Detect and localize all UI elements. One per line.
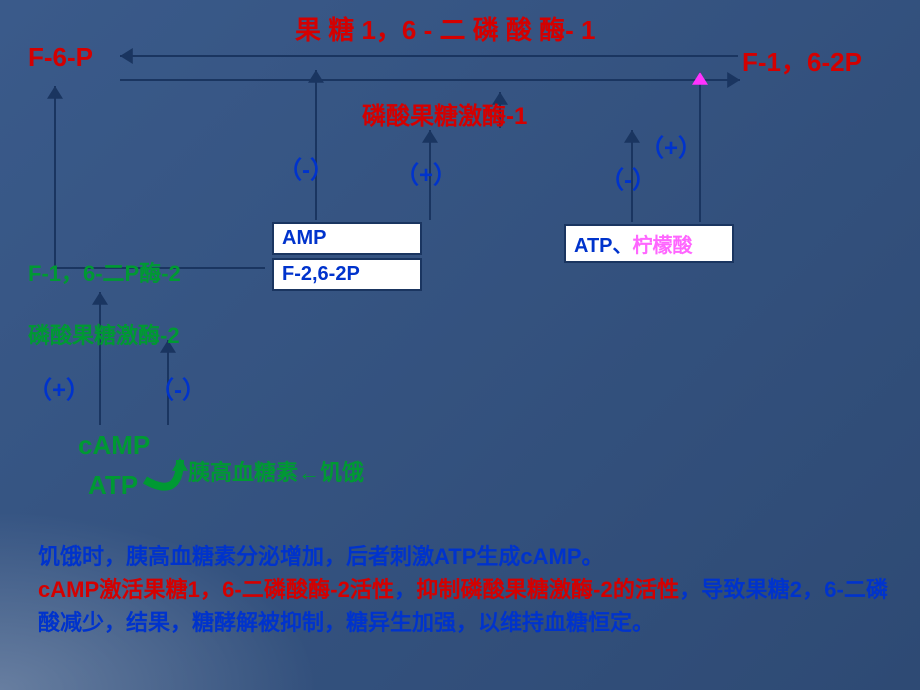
node-pfk2: 磷酸果糖激酶-2 xyxy=(28,318,180,350)
box-atpbox: ATP、柠檬酸 xyxy=(564,224,734,263)
node-f6p: F-6-P xyxy=(28,42,93,73)
node-f162p: F-1，6-2P xyxy=(742,42,862,79)
node-f16p2enz: F-1，6-二P酶-2 xyxy=(28,256,181,288)
arrow-2 xyxy=(55,86,265,268)
box-f262p: F-2,6-2P xyxy=(272,258,422,291)
sign-plus2: （+） xyxy=(640,128,702,163)
node-glucagon: 胰高血糖素←饥饿 xyxy=(188,455,364,487)
sign-plus1: （+） xyxy=(395,155,457,190)
sign-minus1: （-） xyxy=(278,150,334,185)
node-camp: cAMP xyxy=(78,430,150,461)
sign-plus3: （+） xyxy=(28,370,90,405)
sign-minus2: （-） xyxy=(600,160,656,195)
box-amp: AMP xyxy=(272,222,422,255)
node-pfk1: 磷酸果糖激酶-1 xyxy=(362,96,527,131)
curve-arrow xyxy=(145,460,180,487)
title: 果 糖 1，6 - 二 磷 酸 酶- 1 xyxy=(295,10,596,47)
sign-minus3: （-） xyxy=(150,370,206,405)
node-atp: ATP xyxy=(88,470,138,501)
explanation-paragraph: 饥饿时，胰高血糖素分泌增加，后者刺激ATP生成cAMP。cAMP激活果糖1，6-… xyxy=(38,540,888,639)
